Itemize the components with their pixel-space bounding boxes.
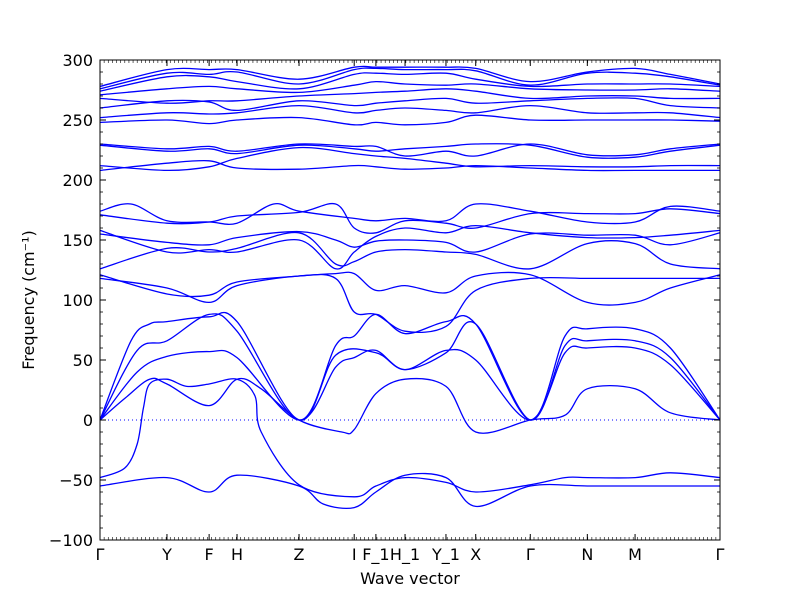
band-line-24 — [99, 67, 721, 90]
band-line-6 — [99, 472, 720, 510]
x-tick-label: Γ — [96, 545, 105, 564]
x-tick-label: Z — [294, 545, 305, 564]
y-tick-label: 250 — [62, 111, 93, 130]
band-line-12 — [99, 202, 721, 234]
x-axis-label: Wave vector — [360, 569, 460, 588]
y-tick-label: 50 — [73, 351, 93, 370]
y-tick-label: −50 — [59, 471, 93, 490]
plot-frame — [99, 59, 721, 541]
band-line-14 — [99, 159, 720, 172]
band-line-22 — [99, 80, 721, 96]
y-axis-label: Frequency (cm⁻¹) — [19, 230, 38, 369]
band-line-13 — [99, 202, 721, 225]
band-line-11 — [99, 224, 721, 270]
band-line-25 — [99, 65, 721, 88]
band-line-16 — [99, 143, 721, 159]
y-tick-label: 100 — [62, 291, 93, 310]
band-line-15 — [99, 146, 721, 172]
band-lines — [99, 65, 721, 510]
x-axis-ticks: Γ Y F H Z I F_1 H_1 Y_1 X Γ N M Γ — [96, 60, 725, 565]
band-line-19 — [99, 104, 721, 119]
band-line-1 — [99, 313, 721, 421]
band-line-17 — [99, 143, 721, 157]
x-tick-label: H_1 — [390, 545, 420, 565]
band-line-10 — [99, 230, 721, 253]
band-line-2 — [99, 311, 721, 421]
band-line-8 — [99, 271, 721, 306]
y-tick-label: 200 — [62, 171, 93, 190]
x-tick-label: N — [581, 545, 593, 564]
band-line-3 — [99, 345, 721, 421]
x-tick-label: Y — [161, 545, 172, 564]
band-line-23 — [99, 72, 721, 92]
band-line-5 — [99, 378, 721, 498]
y-tick-label: 0 — [83, 411, 93, 430]
band-line-18 — [99, 114, 721, 126]
band-line-7 — [99, 273, 720, 334]
x-tick-label: F_1 — [362, 545, 389, 565]
x-tick-label: Γ — [716, 545, 725, 564]
x-tick-label: X — [470, 545, 481, 564]
y-axis-ticks: −100 −50 0 50 100 150 200 250 300 — [49, 51, 720, 550]
x-tick-label: Y_1 — [431, 545, 460, 565]
band-line-21 — [99, 88, 721, 104]
x-tick-label: Γ — [526, 545, 535, 564]
x-tick-label: I — [352, 545, 357, 564]
y-tick-label: 300 — [62, 51, 93, 70]
band-line-4 — [99, 377, 721, 435]
x-tick-label: H — [231, 545, 243, 564]
y-tick-label: 150 — [62, 231, 93, 250]
y-tick-label: −100 — [49, 531, 93, 550]
x-tick-label: M — [628, 545, 642, 564]
x-tick-label: F — [205, 545, 214, 564]
band-line-20 — [99, 97, 721, 112]
